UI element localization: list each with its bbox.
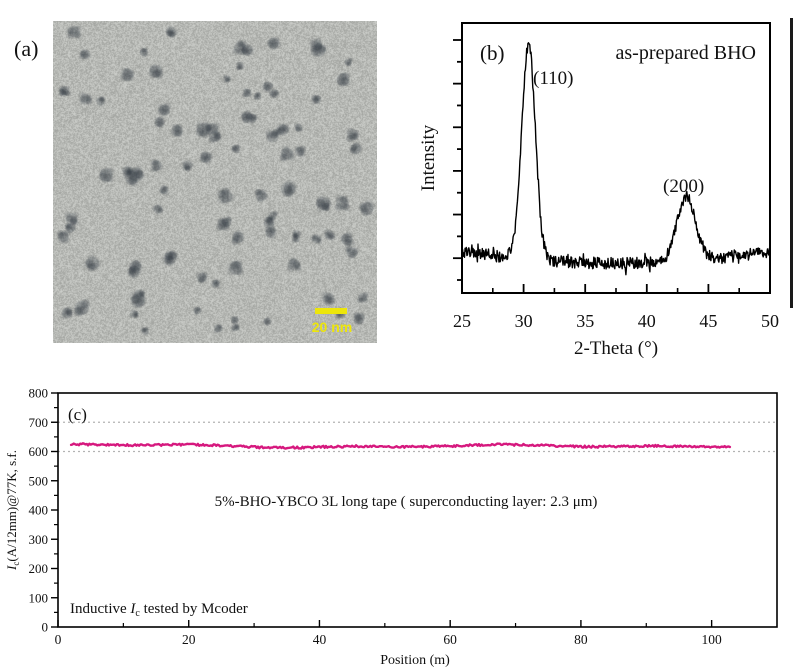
tem-image-canvas <box>53 21 377 343</box>
y-tick-label: 500 <box>29 473 49 488</box>
x-tick-label: 40 <box>313 632 327 647</box>
scale-bar-label: 20 nm <box>311 319 353 335</box>
xrd-xaxis-title: 2-Theta (°) <box>574 338 658 359</box>
x-tick-label: 0 <box>55 632 62 647</box>
ic-yaxis-title: Ic(A/12mm)@77K, s.f. <box>4 450 21 571</box>
cropped-panel-edge <box>790 18 793 308</box>
x-tick-label: 30 <box>515 311 533 331</box>
ic-note: Inductive Ic tested by Mcoder <box>70 601 248 619</box>
x-tick-label: 35 <box>576 311 594 331</box>
panel-a-label: (a) <box>14 36 39 61</box>
x-tick-label: 40 <box>638 311 656 331</box>
y-tick-label: 600 <box>29 444 49 459</box>
x-tick-label: 100 <box>702 632 723 647</box>
xrd-curve <box>461 42 771 276</box>
xrd-annotation: as-prepared BHO <box>616 42 757 64</box>
panel-c-label: (c) <box>68 405 87 424</box>
y-tick-label: 300 <box>29 532 49 547</box>
ic-xaxis-title: Position (m) <box>380 653 450 668</box>
tem-micrograph: 20 nm <box>53 21 377 343</box>
ic-data-line <box>69 442 732 450</box>
ic-note-lead: Inductive <box>70 601 130 617</box>
xrd-chart: 25 30 35 40 45 50 (b) as-prepared BHO (110) (… <box>420 22 779 359</box>
ic-annotation: 5%-BHO-YBCO 3L long tape ( superconducti… <box>215 494 598 510</box>
xrd-peak-110-label: (110) <box>533 68 573 89</box>
y-tick-label: 0 <box>42 620 49 635</box>
x-tick-label: 60 <box>443 632 457 647</box>
panel-b-label: (b) <box>480 41 505 65</box>
x-tick-label: 80 <box>574 632 588 647</box>
ic-plot-frame <box>57 392 778 628</box>
ic-ylabel-tail: (A/12mm)@77K, s.f. <box>4 450 19 562</box>
y-tick-label: 700 <box>29 415 49 430</box>
ic-ylabel-symbol: I <box>4 565 19 571</box>
ic-note-subscript: c <box>135 608 140 619</box>
xrd-data-line <box>461 42 771 276</box>
xrd-yaxis-title: Intensity <box>420 124 439 191</box>
ic-note-symbol: I <box>129 601 136 617</box>
y-tick-label: 200 <box>29 561 49 576</box>
x-tick-label: 25 <box>453 311 471 331</box>
xrd-peak-200-label: (200) <box>663 176 704 197</box>
ic-ylabel-subscript: c <box>11 562 21 566</box>
xrd-axes: 25 30 35 40 45 50 <box>453 22 779 331</box>
ic-scan-chart: 0 100 200 300 400 500 600 700 800 0 20 40 60 80 100 (c… <box>4 386 778 668</box>
ic-curve <box>69 442 732 450</box>
ic-axes: 0 100 200 300 400 500 600 700 800 0 20 40 60 80 100 <box>29 386 778 647</box>
scale-bar <box>315 308 347 314</box>
y-tick-label: 400 <box>29 503 49 518</box>
x-tick-label: 50 <box>761 311 779 331</box>
x-tick-label: 45 <box>699 311 717 331</box>
x-tick-label: 20 <box>182 632 196 647</box>
y-tick-label: 100 <box>29 590 49 605</box>
y-tick-label: 800 <box>29 386 49 401</box>
ic-note-tail: tested by Mcoder <box>140 601 248 617</box>
